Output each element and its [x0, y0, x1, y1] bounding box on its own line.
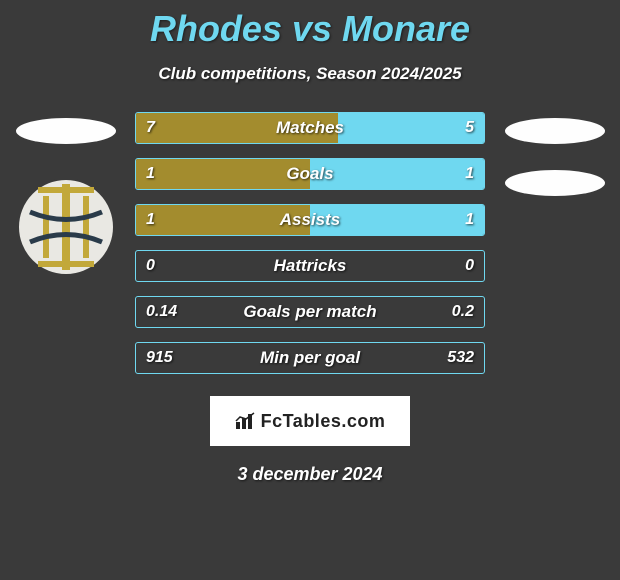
left-club-logo: [16, 172, 116, 282]
stat-value-right: 5: [465, 113, 474, 143]
stat-value-right: 532: [447, 343, 474, 373]
left-player-photo: [16, 118, 116, 144]
content-row: 7 Matches 5 1 Goals 1 1 Assists 1 0 Hatt…: [0, 112, 620, 388]
stat-label: Min per goal: [136, 343, 484, 373]
stats-column: 7 Matches 5 1 Goals 1 1 Assists 1 0 Hatt…: [123, 112, 497, 388]
stat-label: Goals per match: [136, 297, 484, 327]
right-player-col: [497, 112, 612, 196]
stat-row-matches: 7 Matches 5: [135, 112, 485, 144]
stat-row-goals: 1 Goals 1: [135, 158, 485, 190]
page-subtitle: Club competitions, Season 2024/2025: [0, 64, 620, 84]
stat-label: Goals: [136, 159, 484, 189]
page-title: Rhodes vs Monare: [0, 0, 620, 50]
stat-label: Matches: [136, 113, 484, 143]
stat-value-right: 1: [465, 159, 474, 189]
left-player-col: [8, 112, 123, 282]
stat-label: Hattricks: [136, 251, 484, 281]
stat-row-assists: 1 Assists 1: [135, 204, 485, 236]
branding-badge[interactable]: FcTables.com: [210, 396, 410, 446]
stat-value-right: 0: [465, 251, 474, 281]
chart-icon: [235, 412, 257, 430]
right-player-photo: [505, 118, 605, 144]
stat-value-right: 1: [465, 205, 474, 235]
stat-row-goals-per-match: 0.14 Goals per match 0.2: [135, 296, 485, 328]
stat-row-min-per-goal: 915 Min per goal 532: [135, 342, 485, 374]
stat-row-hattricks: 0 Hattricks 0: [135, 250, 485, 282]
right-club-logo: [505, 170, 605, 196]
branding-text: FcTables.com: [261, 411, 386, 432]
date-text: 3 december 2024: [0, 464, 620, 485]
stat-label: Assists: [136, 205, 484, 235]
stat-value-right: 0.2: [452, 297, 474, 327]
